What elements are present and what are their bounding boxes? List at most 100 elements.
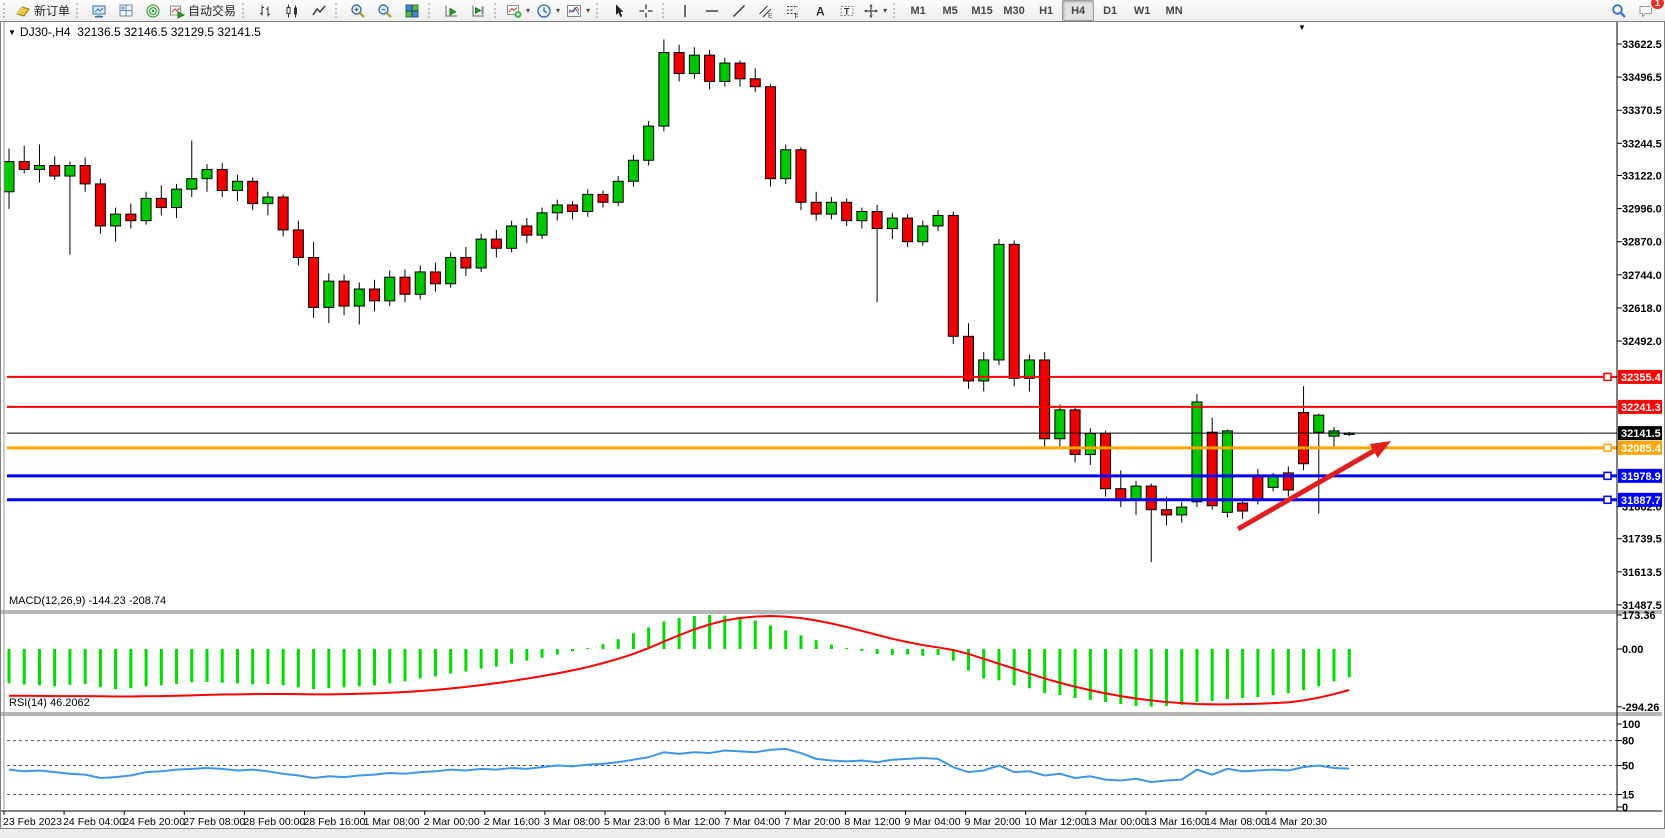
- auto-trading-icon: [169, 3, 186, 19]
- svg-text:31862.0: 31862.0: [1622, 502, 1662, 514]
- timeframe-m5-button[interactable]: M5: [942, 4, 958, 17]
- timeframe-w1-button[interactable]: W1: [1133, 4, 1151, 17]
- fibonacci-icon: F: [785, 3, 801, 19]
- auto-scroll-button[interactable]: [437, 0, 464, 21]
- timeframe-h4-button[interactable]: H4: [1062, 0, 1095, 21]
- svg-text:31739.5: 31739.5: [1622, 534, 1662, 546]
- candlestick-series: [3, 39, 1355, 563]
- svg-text:32141.5: 32141.5: [1621, 428, 1661, 440]
- zoom-in-icon: [350, 3, 366, 19]
- chart-canvas[interactable]: 33622.5 33496.5 33370.5 33244.5 33122.0 32996…: [1, 22, 1662, 826]
- timeframe-m15-button[interactable]: M15: [971, 4, 993, 17]
- toolbar-group-handle[interactable]: [494, 3, 499, 18]
- crosshair-button[interactable]: [632, 0, 659, 21]
- bar-chart-button[interactable]: [251, 0, 278, 21]
- svg-text:6 Mar 12:00: 6 Mar 12:00: [664, 816, 720, 826]
- toolbar-group-handle[interactable]: [335, 3, 340, 18]
- zoom-out-button[interactable]: [371, 0, 398, 21]
- navigator-button[interactable]: [139, 0, 166, 21]
- svg-text:7 Mar 04:00: 7 Mar 04:00: [724, 816, 780, 826]
- chart-symbol: DJ30-,H4: [19, 25, 71, 39]
- new-order-icon: [15, 3, 31, 19]
- chart-ohlc-values: 32136.5 32146.5 32129.5 32141.5: [77, 25, 261, 39]
- macd-signal-line: [9, 615, 1350, 706]
- candlestick-button[interactable]: [278, 0, 305, 21]
- chart-title[interactable]: ▼ DJ30-,H4 32136.5 32146.5 32129.5 32141.…: [8, 25, 261, 39]
- market-watch-button[interactable]: [85, 0, 112, 21]
- search-icon: [1611, 3, 1627, 19]
- svg-text:23 Feb 2023: 23 Feb 2023: [3, 816, 62, 826]
- svg-text:31978.9: 31978.9: [1621, 471, 1661, 483]
- toolbar-group-handle[interactable]: [662, 3, 667, 18]
- svg-text:10 Mar 12:00: 10 Mar 12:00: [1025, 816, 1087, 826]
- svg-text:9 Mar 20:00: 9 Mar 20:00: [965, 816, 1021, 826]
- chart-shift-marker-icon[interactable]: ▼: [1298, 23, 1306, 32]
- shapes-button[interactable]: ▾: [860, 0, 890, 21]
- label-icon: T: [839, 3, 855, 19]
- timeframe-m30-button[interactable]: M30: [1003, 4, 1025, 17]
- svg-text:9 Mar 04:00: 9 Mar 04:00: [905, 816, 961, 826]
- equidistant-channel-button[interactable]: E: [752, 0, 779, 21]
- svg-text:31887.7: 31887.7: [1621, 495, 1661, 507]
- navigator-icon: [145, 3, 161, 19]
- timeframe-m1-button[interactable]: M1: [910, 4, 926, 17]
- cursor-button[interactable]: [605, 0, 632, 21]
- indicators-button[interactable]: ▾: [563, 0, 593, 21]
- price-axis[interactable]: 33622.5 33496.5 33370.5 33244.5 33122.0 32996…: [1617, 39, 1662, 814]
- svg-text:7 Mar 20:00: 7 Mar 20:00: [784, 816, 840, 826]
- svg-text:33622.5: 33622.5: [1622, 39, 1662, 51]
- svg-text:50: 50: [1622, 761, 1634, 773]
- profiles-button[interactable]: ▾: [533, 0, 563, 21]
- toolbar-group-handle[interactable]: [893, 3, 898, 18]
- new-order-button[interactable]: 新订单: [12, 0, 73, 21]
- auto-trading-button[interactable]: 自动交易: [166, 0, 239, 21]
- fibonacci-button[interactable]: F: [779, 0, 806, 21]
- svg-text:0.00: 0.00: [1622, 644, 1643, 656]
- vertical-line-button[interactable]: [671, 0, 698, 21]
- svg-text:A: A: [816, 4, 825, 18]
- crosshair-icon: [638, 3, 654, 19]
- svg-text:14 Mar 08:00: 14 Mar 08:00: [1205, 816, 1267, 826]
- line-chart-button[interactable]: [305, 0, 332, 21]
- line-chart-icon: [311, 3, 327, 19]
- vertical-line-icon: [677, 3, 693, 19]
- zoom-in-button[interactable]: [344, 0, 371, 21]
- notification-badge: 1: [1649, 0, 1665, 10]
- auto-scroll-icon: [443, 3, 459, 19]
- timeframe-h1-button[interactable]: H1: [1039, 4, 1054, 17]
- toolbar-group-handle[interactable]: [596, 3, 601, 18]
- svg-text:F: F: [794, 13, 798, 19]
- svg-text:5 Mar 23:00: 5 Mar 23:00: [604, 816, 660, 826]
- toolbar-group-handle[interactable]: [242, 3, 247, 18]
- trendline-button[interactable]: [725, 0, 752, 21]
- svg-text:0: 0: [1622, 802, 1628, 814]
- data-window-button[interactable]: [112, 0, 139, 21]
- timeframe-d1-button[interactable]: D1: [1103, 4, 1118, 17]
- new-chart-button[interactable]: ▾: [503, 0, 533, 21]
- macd-histogram: [7, 614, 1351, 707]
- indicators-icon: [566, 3, 582, 19]
- trend-arrow-annotation[interactable]: [1236, 441, 1391, 532]
- symbol-dropdown-icon[interactable]: ▼: [8, 28, 16, 37]
- timeframe-mn-button[interactable]: MN: [1165, 4, 1183, 17]
- text-button[interactable]: A: [806, 0, 833, 21]
- toolbar-group-handle[interactable]: [76, 3, 81, 18]
- svg-text:33122.0: 33122.0: [1622, 171, 1662, 183]
- text-label-button[interactable]: T: [833, 0, 860, 21]
- svg-text:33496.5: 33496.5: [1622, 72, 1662, 84]
- search-button[interactable]: [1605, 0, 1632, 21]
- zoom-out-icon: [377, 3, 393, 19]
- tile-windows-button[interactable]: [398, 0, 425, 21]
- svg-text:24 Feb 20:00: 24 Feb 20:00: [123, 816, 185, 826]
- cursor-icon: [611, 3, 627, 19]
- text-icon: A: [812, 3, 828, 19]
- new-order-button-label: 新订单: [34, 4, 71, 18]
- shapes-icon: [863, 3, 879, 19]
- toolbar-group-handle[interactable]: [3, 3, 8, 18]
- horizontal-price-lines[interactable]: [7, 372, 1617, 505]
- chevron-down-icon: ▾: [883, 6, 888, 15]
- toolbar-group-handle[interactable]: [428, 3, 433, 18]
- horizontal-line-button[interactable]: [698, 0, 725, 21]
- chart-shift-button[interactable]: [464, 0, 491, 21]
